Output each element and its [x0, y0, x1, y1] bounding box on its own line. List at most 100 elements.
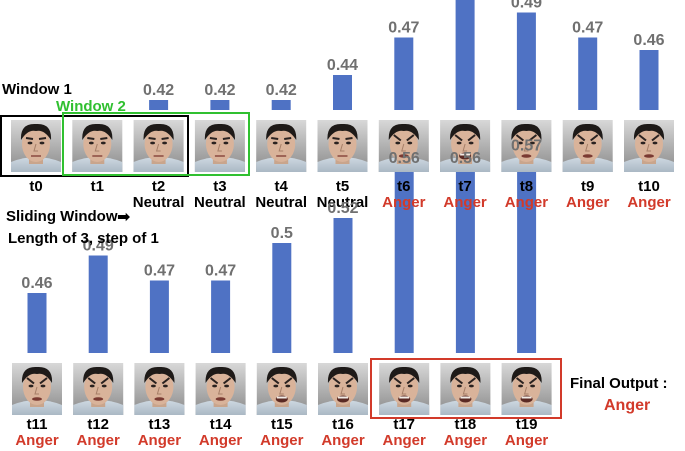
- face-frame-image: [256, 120, 307, 172]
- bar: [333, 218, 353, 353]
- bar-value-label: 0.42: [266, 82, 297, 99]
- emotion-label: Neutral: [133, 194, 185, 211]
- face-frame-image: [73, 363, 124, 415]
- emotion-label: Anger: [77, 432, 121, 449]
- bar: [211, 280, 231, 353]
- bar: [639, 50, 659, 110]
- emotion-label: Anger: [15, 432, 59, 449]
- time-step-label: t16: [332, 416, 354, 433]
- bar-value-label: 0.47: [388, 20, 419, 37]
- bar-value-label: 0.46: [633, 32, 664, 49]
- face-frame-image: [72, 120, 123, 172]
- bar: [394, 37, 414, 110]
- emotion-label: Anger: [444, 432, 488, 449]
- face-frame-image: [317, 120, 368, 172]
- time-step-label: t5: [336, 178, 349, 195]
- bar-value-label: 0.5: [271, 225, 293, 242]
- face-frame-image: [624, 120, 674, 172]
- emotion-label: Anger: [138, 432, 182, 449]
- bar-value-label: 0.47: [205, 263, 236, 280]
- time-step-label: t18: [455, 416, 477, 433]
- final-output-label: Final Output :: [570, 375, 667, 392]
- face-frame-image: [194, 120, 245, 172]
- face-frame-image: [378, 120, 429, 172]
- time-step-label: t15: [271, 416, 293, 433]
- face-frame-image: [12, 363, 62, 415]
- time-step-label: t0: [29, 178, 42, 195]
- face-frame-image: [501, 363, 552, 415]
- final-output-value: Anger: [604, 397, 650, 414]
- bar-value-label: 0.46: [21, 275, 52, 292]
- face-frame-image: [133, 120, 184, 172]
- bar-value-label: 0.47: [572, 20, 603, 37]
- time-step-label: t11: [27, 416, 48, 433]
- bar: [455, 168, 475, 353]
- emotion-label: Anger: [505, 432, 549, 449]
- time-step-label: t9: [581, 178, 594, 195]
- bar-value-label: 0.57: [511, 138, 542, 155]
- bar-value-label: 0.52: [327, 200, 358, 217]
- bar: [272, 243, 292, 353]
- bar-value-label: 0.49: [83, 238, 114, 255]
- bar: [271, 100, 291, 110]
- face-frame-image: [440, 120, 491, 172]
- bar: [517, 155, 537, 353]
- time-step-label: t1: [91, 178, 104, 195]
- time-step-label: t6: [397, 178, 410, 195]
- bar-layer: [27, 0, 659, 353]
- emotion-label: Anger: [443, 194, 487, 211]
- time-step-label: t8: [520, 178, 533, 195]
- bar: [455, 0, 475, 110]
- sliding-window-params: Length of 3, step of 1: [8, 230, 159, 247]
- time-step-label: t7: [458, 178, 471, 195]
- face-frame-image: [256, 363, 307, 415]
- bar-value-label: 0.42: [143, 82, 174, 99]
- sliding-window-label: Sliding Window: [6, 208, 118, 225]
- bar: [27, 293, 47, 353]
- bar: [149, 280, 169, 353]
- bar-value-label: 0.56: [450, 150, 481, 167]
- emotion-label: Anger: [260, 432, 304, 449]
- time-step-label: t13: [149, 416, 171, 433]
- bar-value-label: 0.56: [389, 150, 420, 167]
- bar: [516, 12, 536, 110]
- bar: [333, 75, 352, 110]
- emotion-label: Neutral: [317, 194, 369, 211]
- face-frame-image: [195, 363, 246, 415]
- bar: [394, 168, 414, 353]
- bar-value-label: 0.49: [511, 0, 542, 12]
- time-step-label: t10: [638, 178, 660, 195]
- window2-label: Window 2: [56, 98, 126, 115]
- face-frame-image: [501, 120, 552, 172]
- final-output-box: [370, 358, 562, 419]
- face-frame-image: [134, 363, 185, 415]
- time-step-label: t4: [275, 178, 289, 195]
- emotion-label: Anger: [505, 194, 549, 211]
- time-step-label: t14: [210, 416, 232, 433]
- bar-value-label: 0.44: [327, 57, 358, 74]
- bar-value-label: 0.47: [144, 263, 175, 280]
- emotion-label: Anger: [382, 194, 426, 211]
- time-step-label: t12: [87, 416, 109, 433]
- emotion-label: Anger: [627, 194, 671, 211]
- label-layer: t0 t10.42t2Neutral0.42t3Neutral0.42t4Neut…: [15, 0, 671, 449]
- window2-box: [62, 112, 250, 176]
- time-step-label: t17: [393, 416, 415, 433]
- time-step-label: t3: [213, 178, 226, 195]
- bar: [578, 37, 598, 110]
- face-frame-image: [318, 363, 368, 415]
- window1-label: Window 1: [2, 81, 72, 98]
- bar-value-label: 0.42: [204, 82, 235, 99]
- face-frame-image: [379, 363, 430, 415]
- time-step-label: t2: [152, 178, 165, 195]
- bar: [88, 255, 108, 353]
- bar: [149, 100, 169, 110]
- time-step-label: t19: [516, 416, 538, 433]
- face-frame-image: [440, 363, 491, 415]
- emotion-label: Anger: [383, 432, 427, 449]
- emotion-label: Anger: [199, 432, 243, 449]
- emotion-label: Neutral: [194, 194, 246, 211]
- emotion-label: Neutral: [255, 194, 307, 211]
- emotion-label: Anger: [566, 194, 610, 211]
